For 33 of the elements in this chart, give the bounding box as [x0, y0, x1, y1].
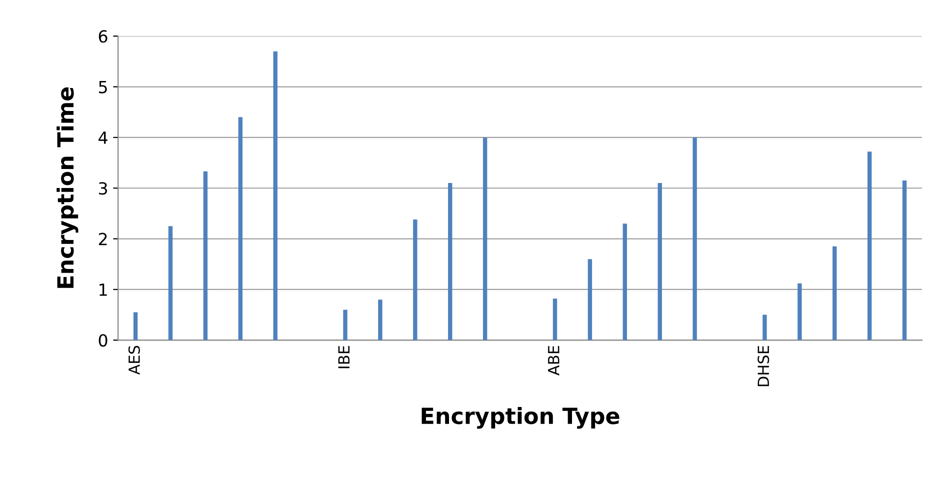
bar [692, 137, 697, 340]
y-tick-label: 0 [98, 334, 108, 347]
bar [867, 152, 872, 340]
bar [168, 226, 173, 340]
bar [413, 220, 418, 340]
bar [762, 314, 767, 340]
y-tick-label: 1 [100, 284, 107, 296]
bar [378, 300, 382, 340]
bar [902, 180, 907, 340]
x-tick-label: ABE [548, 346, 560, 376]
bar [273, 51, 278, 340]
bar [448, 183, 452, 340]
bar [343, 310, 348, 340]
y-tick-label: 2 [98, 232, 107, 246]
bar [658, 183, 662, 340]
x-tick-label: AES [128, 346, 140, 375]
bar [203, 171, 208, 340]
bar [622, 224, 627, 340]
y-tick-label: 4 [98, 132, 108, 144]
y-tick-label: 5 [99, 80, 107, 94]
bar [238, 117, 242, 340]
x-tick-label: DHSE [758, 346, 770, 386]
x-tick-label: IBE [338, 346, 350, 368]
bar [482, 137, 488, 340]
bar [832, 246, 837, 340]
x-axis-title: Encryption Type [422, 407, 620, 429]
y-axis-title: Encryption Time [56, 87, 78, 288]
bar [552, 298, 558, 340]
y-tick-label: 6 [98, 30, 108, 43]
bar [588, 259, 592, 340]
bar [133, 312, 138, 340]
bar [798, 283, 802, 340]
y-tick-label: 3 [99, 182, 108, 195]
